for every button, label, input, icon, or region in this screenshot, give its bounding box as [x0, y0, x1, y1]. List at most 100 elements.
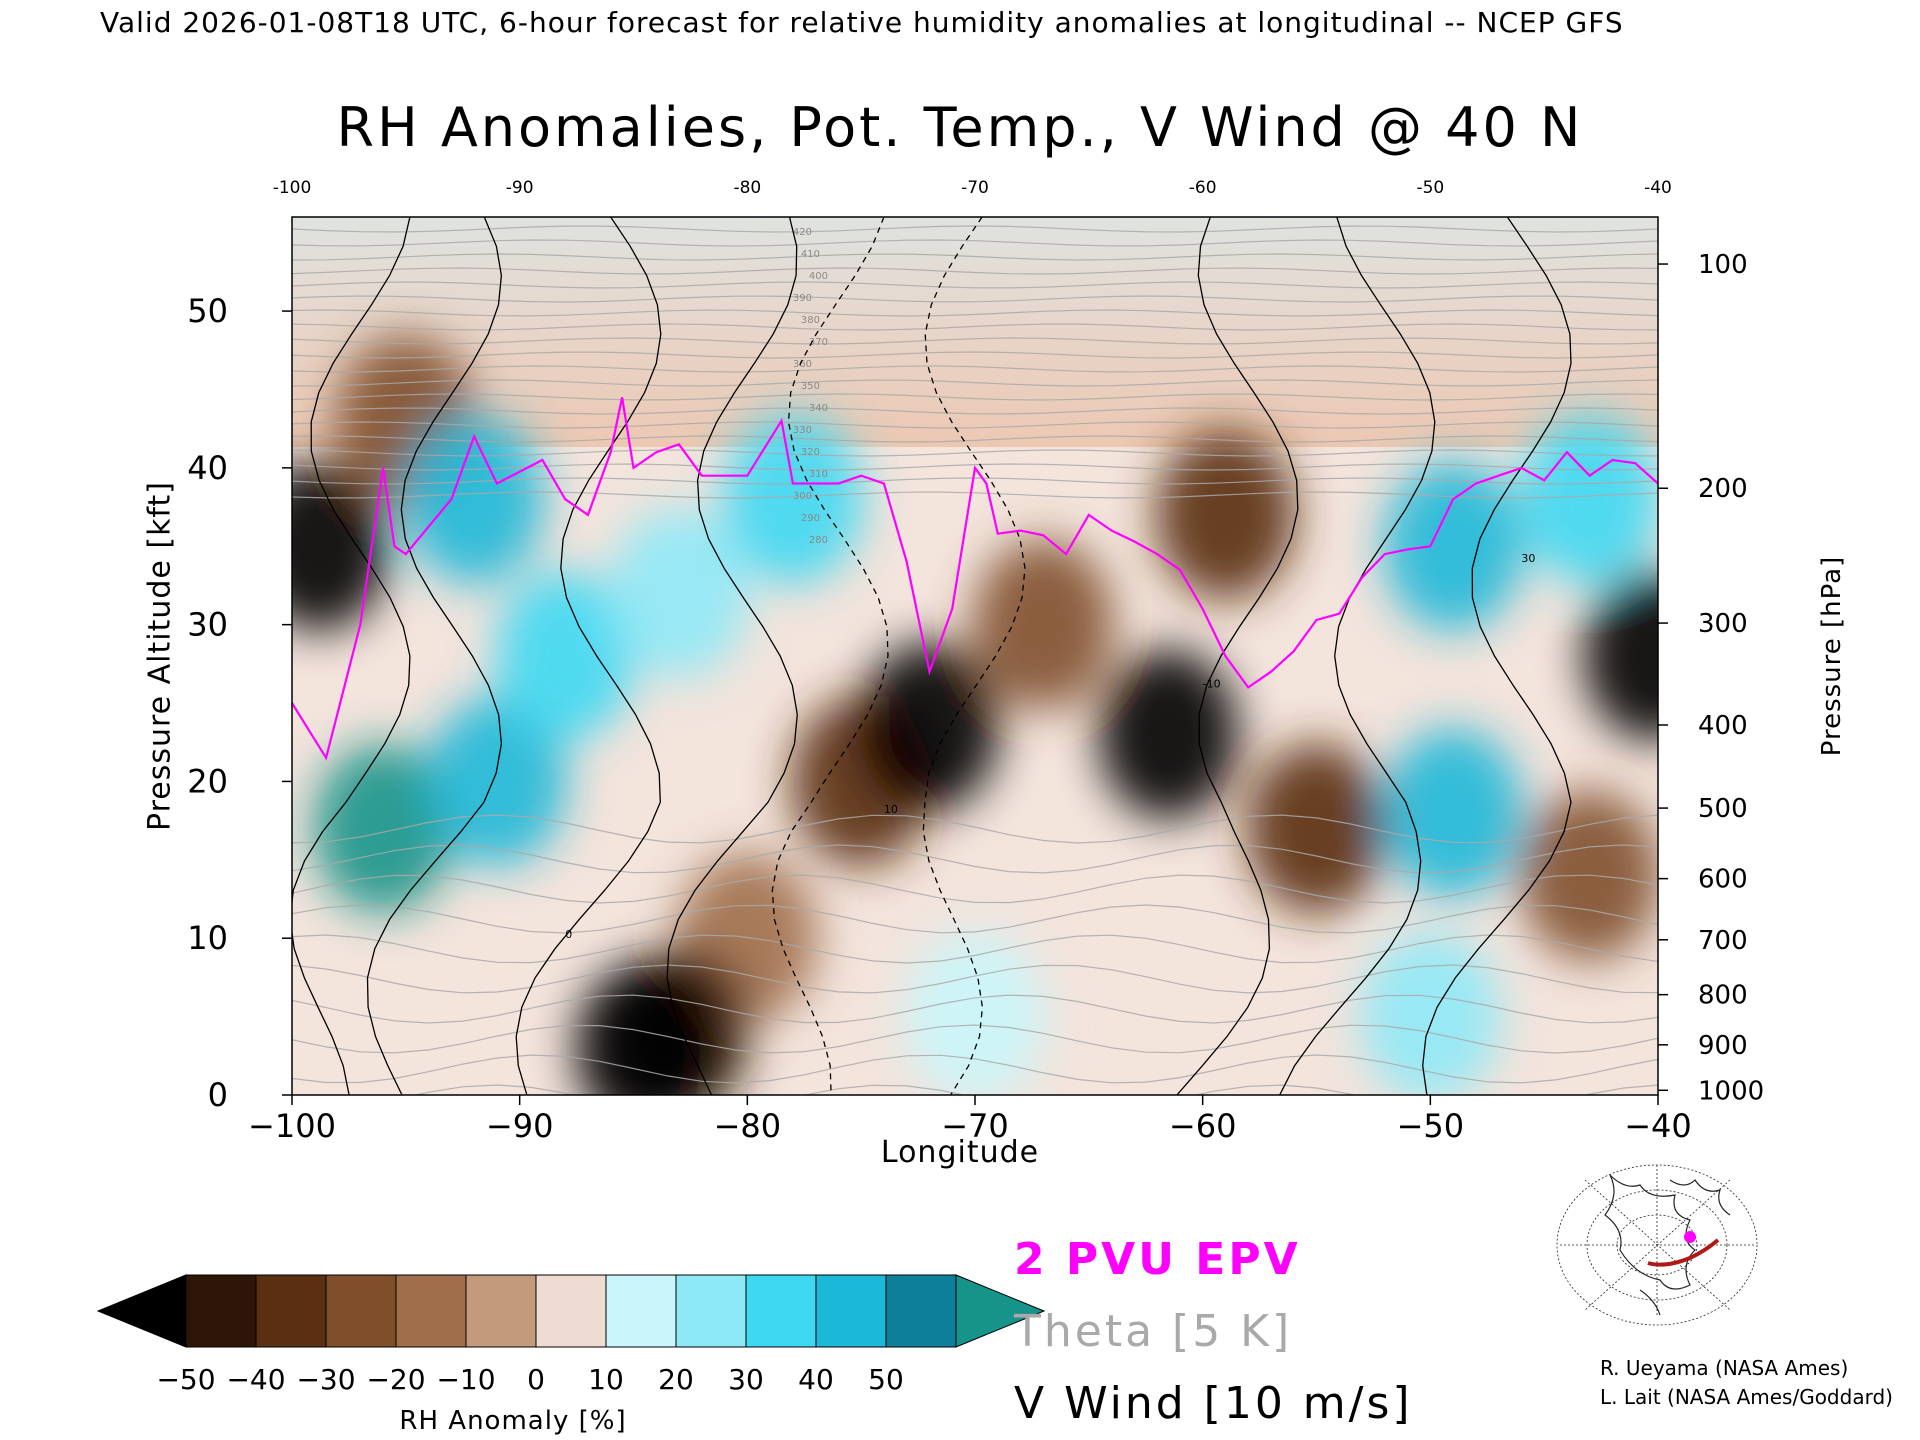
x-top-tick-label: -90 [506, 178, 534, 198]
theta-label: 330 [793, 425, 812, 436]
theta-contour [292, 934, 1658, 964]
theta-contour [292, 904, 1658, 934]
y-tick-label: 30 [187, 606, 228, 644]
colorbar-tick-label: 30 [728, 1363, 764, 1396]
pressure-tick-label: 500 [1698, 794, 1748, 824]
rh-anomaly-region [1383, 727, 1524, 898]
theta-label: 340 [809, 403, 828, 414]
vwind-contour [666, 217, 798, 1095]
theta-contour [292, 225, 1658, 233]
y-tick-label: 50 [187, 292, 228, 330]
y-axis-label: Pressure Altitude [kft] [142, 481, 178, 831]
theta-contour [412, 1084, 1658, 1095]
rh-anomaly-region [313, 743, 454, 914]
vwind-contour [1176, 217, 1299, 1095]
theta-label: 300 [793, 491, 812, 502]
theta-label: 350 [801, 381, 820, 392]
rh-anomaly-region [574, 962, 715, 1095]
colorbar-under-arrow [96, 1274, 187, 1348]
theta-contour [292, 365, 1658, 373]
colorbar-swatch [185, 1274, 257, 1348]
theta-contour [292, 379, 1658, 387]
y-tick-label: 20 [187, 762, 228, 800]
theta-contour [292, 874, 1658, 904]
theta-label: 280 [809, 535, 828, 546]
rh-anomaly-region [1583, 571, 1658, 741]
vwind-contour [922, 217, 1026, 1095]
theta-label: 360 [793, 359, 812, 370]
theta-label: 400 [809, 271, 828, 282]
vwind-label: 30 [1521, 552, 1535, 565]
x-top-tick-label: -100 [273, 178, 312, 198]
rh-anomaly-region [404, 414, 545, 585]
theta-contour [292, 407, 1658, 415]
x-top-tick-label: -80 [733, 178, 761, 198]
vwind-contour [1422, 217, 1572, 1095]
theta-label: 290 [801, 513, 820, 524]
y-tick-label: 40 [187, 449, 228, 487]
colorbar-swatch [535, 1274, 607, 1348]
rh-anomaly-region [859, 641, 1000, 812]
y2-axis-label: Pressure [hPa] [1817, 555, 1847, 757]
colorbar-tick-label: 10 [588, 1363, 624, 1396]
y-tick-label: 0 [208, 1076, 228, 1114]
colorbar-swatch [255, 1274, 327, 1348]
rh-anomaly-region [973, 539, 1114, 710]
theta-contour [292, 463, 1658, 471]
colorbar-tick-label: −20 [366, 1363, 425, 1396]
x-tick-label: −80 [714, 1107, 782, 1145]
colorbar-tick-label: 0 [527, 1363, 545, 1396]
theta-contour [292, 1054, 1658, 1084]
x-tick-label: −70 [941, 1107, 1009, 1145]
credit-line-1: R. Ueyama (NASA Ames) [1600, 1356, 1849, 1380]
theta-contour [292, 337, 1658, 345]
rh-anomaly-region [1155, 429, 1296, 600]
header-subtitle: Valid 2026-01-08T18 UTC, 6-hour forecast… [100, 6, 1624, 39]
x-tick-label: −60 [1169, 1107, 1237, 1145]
vwind-contour [1279, 217, 1436, 1095]
x-top-tick-label: -40 [1644, 178, 1672, 198]
vwind-contour [515, 217, 662, 1095]
theta-contour [292, 309, 1658, 317]
colorbar-tick-label: 50 [868, 1363, 904, 1396]
vwind-label: 10 [884, 803, 898, 816]
colorbar-tick-label: −10 [436, 1363, 495, 1396]
credit-line-2: L. Lait (NASA Ames/Goddard) [1600, 1385, 1893, 1409]
theta-contour [292, 964, 1658, 994]
theta-contour [292, 295, 1658, 303]
colorbar-tick-label: 20 [658, 1363, 694, 1396]
colorbar-swatch [325, 1274, 397, 1348]
colorbar: −50 −40 −30 −20 −10 0 10 20 30 40 50 [96, 1274, 1046, 1396]
colorbar-tick-label: −30 [296, 1363, 355, 1396]
rh-anomaly-region [1383, 461, 1524, 632]
legend-epv: 2 PVU EPV [1014, 1234, 1301, 1285]
colorbar-swatch [465, 1274, 537, 1348]
theta-contour [292, 449, 1658, 457]
x-axis-label: Longitude [880, 1135, 1040, 1170]
theta-contour [292, 435, 1658, 443]
theta-contour [292, 393, 1658, 401]
vwind-contour [292, 217, 411, 1095]
theta-contour [292, 844, 1658, 874]
pressure-tick-label: 800 [1698, 981, 1748, 1011]
theta-label: 310 [809, 469, 828, 480]
pressure-tick-label: 300 [1698, 609, 1748, 639]
vwind-label: 0 [565, 928, 572, 941]
colorbar-swatch [815, 1274, 887, 1348]
vwind-label: -10 [1203, 677, 1221, 690]
colorbar-label: RH Anomaly [%] [399, 1406, 627, 1436]
colorbar-tick-label: −50 [156, 1363, 215, 1396]
theta-label: 410 [801, 249, 820, 260]
colorbar-swatch [675, 1274, 747, 1348]
vwind-contour [771, 217, 889, 1095]
colorbar-swatch [605, 1274, 677, 1348]
rh-anomaly-region [426, 696, 567, 867]
vwind-contour [366, 217, 503, 1095]
theta-label: 380 [801, 315, 820, 326]
colorbar-swatch [885, 1274, 957, 1348]
theta-label: 370 [809, 337, 828, 348]
rh-anomaly-region [1519, 414, 1658, 585]
legend-vwind: V Wind [10 m/s] [1014, 1378, 1413, 1429]
colorbar-swatch [395, 1274, 467, 1348]
